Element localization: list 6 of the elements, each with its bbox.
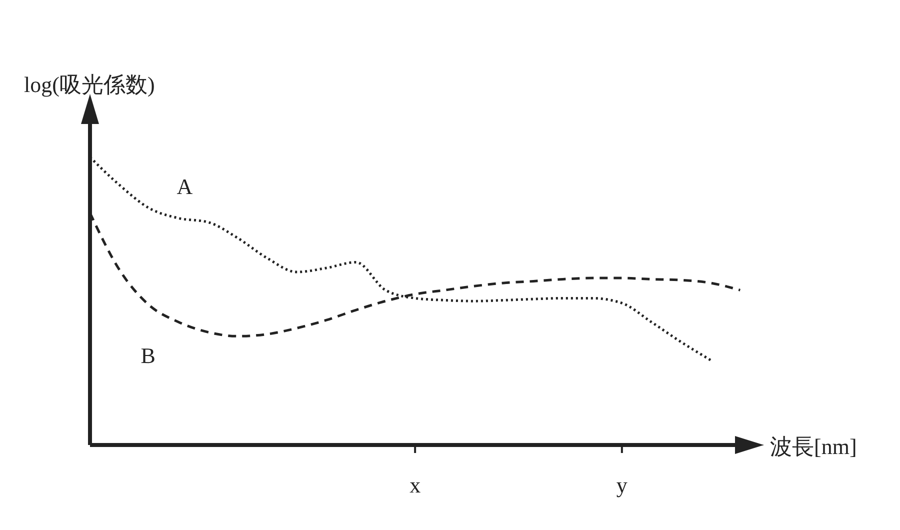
x-axis-title: 波長[nm] (770, 433, 857, 461)
series-label: B (140, 343, 156, 368)
x-tick-label: x (410, 472, 421, 498)
x-tick-label: y (616, 472, 628, 498)
series-label: A (176, 174, 193, 200)
y-axis-title: log(吸光係数) (24, 71, 155, 99)
